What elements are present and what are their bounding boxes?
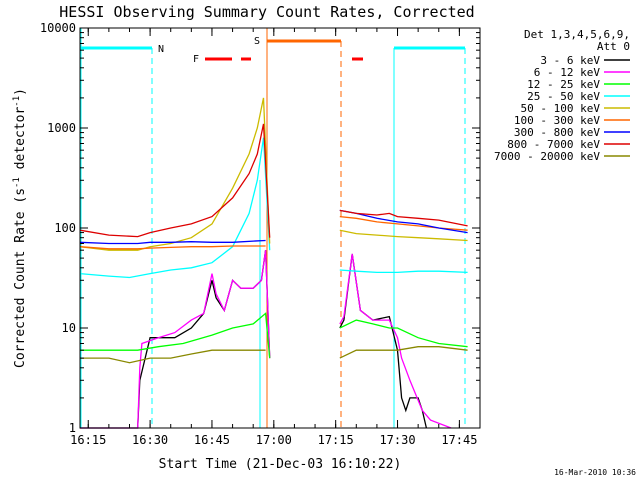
axes: 1 10 100 1000 10000 16:15 16:30 16:45 17:00 17:15… xyxy=(40,21,481,447)
series-1-segment-1 xyxy=(80,250,271,429)
series-8-segment-2 xyxy=(339,346,468,359)
y-tick-label: 10 xyxy=(62,321,76,335)
x-tick-label: 16:45 xyxy=(194,433,230,447)
series-4-segment-2 xyxy=(339,229,468,242)
x-tick-label: 17:45 xyxy=(441,433,477,447)
legend-label-1: 6 - 12 keV xyxy=(534,66,601,79)
legend-label-8: 7000 - 20000 keV xyxy=(494,150,600,163)
series-1-segment-2 xyxy=(339,253,452,429)
n-label: N xyxy=(158,44,164,55)
x-axis-label: Start Time (21-Dec-03 16:10:22) xyxy=(159,457,402,472)
series-7-segment-2 xyxy=(339,209,468,227)
series-5-segment-1 xyxy=(79,245,266,250)
x-tick-label: 16:30 xyxy=(132,433,168,447)
y-axis-label: Corrected Count Rate (s-1 detector-1) xyxy=(12,88,28,368)
legend-label-2: 12 - 25 keV xyxy=(527,78,600,91)
f-label: F xyxy=(193,54,199,65)
observing-overlays: N F S xyxy=(80,28,466,428)
y-tick-label: 1 xyxy=(69,421,76,435)
series-2-segment-1 xyxy=(80,312,271,359)
series-0-segment-2 xyxy=(339,253,428,429)
series-7-segment-1 xyxy=(79,123,271,238)
y-tick-label: 100 xyxy=(54,221,76,235)
legend-label-3: 25 - 50 keV xyxy=(527,90,600,103)
legend-label-0: 3 - 6 keV xyxy=(540,54,600,67)
x-tick-label: 17:00 xyxy=(256,433,292,447)
series-6-segment-1 xyxy=(79,239,266,245)
legend-label-6: 300 - 800 keV xyxy=(514,126,600,139)
series-0-segment-1 xyxy=(80,250,271,429)
series-3-segment-1 xyxy=(79,137,271,279)
x-tick-label: 17:30 xyxy=(379,433,415,447)
series-5-segment-2 xyxy=(339,215,468,231)
legend-header-1: Det 1,3,4,5,6,9, xyxy=(524,28,630,41)
series-layer xyxy=(79,97,468,429)
x-tick-label: 17:15 xyxy=(318,433,354,447)
legend-header-2: Att 0 xyxy=(597,40,630,53)
y-tick-label: 1000 xyxy=(47,121,76,135)
series-3-segment-2 xyxy=(339,269,468,274)
timestamp: 16-Mar-2010 10:36 xyxy=(554,468,636,477)
series-4-segment-1 xyxy=(79,97,271,251)
y-tick-label: 10000 xyxy=(40,21,76,35)
legend-label-5: 100 - 300 keV xyxy=(514,114,600,127)
legend-label-4: 50 - 100 keV xyxy=(521,102,601,115)
series-2-segment-2 xyxy=(339,319,468,348)
x-tick-label: 16:15 xyxy=(70,433,106,447)
chart-title: HESSI Observing Summary Count Rates, Cor… xyxy=(59,3,474,21)
s-label: S xyxy=(254,36,260,47)
legend-label-7: 800 - 7000 keV xyxy=(507,138,600,151)
series-8-segment-1 xyxy=(80,349,266,364)
